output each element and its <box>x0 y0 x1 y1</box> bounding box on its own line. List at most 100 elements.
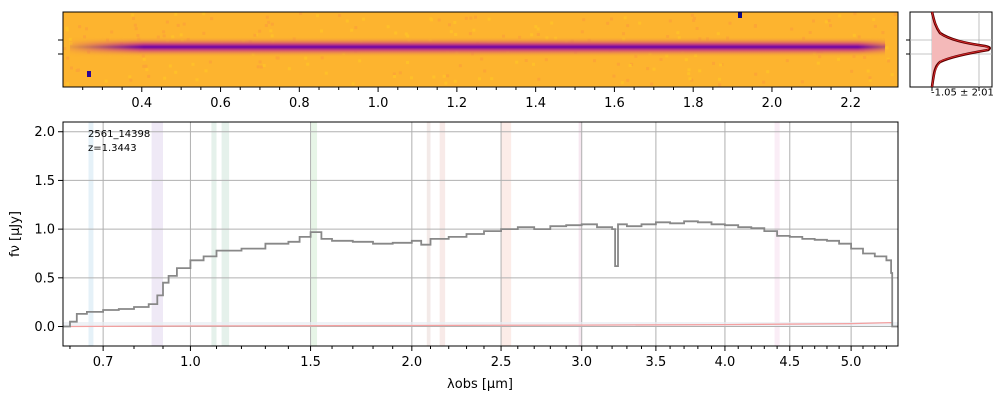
spectrum-2d-noise-pixel <box>453 21 457 24</box>
spectrum-2d-noise-pixel <box>893 13 897 16</box>
spectrum-2d-noise-pixel <box>267 20 271 24</box>
spectrum-2d-noise-pixel <box>502 34 505 38</box>
spectrum-2d-noise-pixel <box>687 72 691 76</box>
spectrum-2d-noise-pixel <box>345 19 349 23</box>
spectrum-2d-noise-pixel <box>827 19 831 22</box>
spectrum-2d-noise-pixel <box>446 74 450 78</box>
spectrum-2d-noise-pixel <box>134 27 138 31</box>
y-tick-label: 0.5 <box>34 271 55 286</box>
spectrum-2d-noise-pixel <box>208 60 212 64</box>
spectrum-2d-noise-pixel <box>688 77 692 81</box>
spectrum-2d-panel: 0.4 0.6 0.8 1.0 1.2 1.4 1.6 1.8 2.0 2.2 <box>58 11 899 111</box>
spectrum-2d-noise-pixel <box>191 62 195 66</box>
spectrum-2d-noise-pixel <box>622 32 625 36</box>
spectrum-2d-noise-pixel <box>66 56 70 60</box>
spectrum-2d-noise-pixel <box>202 31 206 35</box>
spectrum-2d-noise-pixel <box>550 21 554 25</box>
spectrum-2d-noise-pixel <box>534 25 538 29</box>
spectrum-2d-noise-pixel <box>866 69 870 73</box>
spectrum-2d-noise-pixel <box>454 33 458 36</box>
spectrum-2d-noise-pixel <box>174 12 178 16</box>
spectrum-2d-noise-pixel <box>442 74 446 78</box>
spectrum-2d-noise-pixel <box>145 68 149 72</box>
spectrum-2d-x-tick-label: 0.6 <box>210 96 231 111</box>
spectrum-2d-noise-pixel <box>886 57 890 61</box>
spectrum-2d-noise-pixel <box>354 26 358 30</box>
spectrum-2d-noise-pixel <box>469 16 473 20</box>
spectrum-2d-noise-pixel <box>66 82 70 86</box>
x-tick-label: 3.5 <box>646 355 667 370</box>
emission-line-band <box>426 122 431 346</box>
emission-line-band <box>88 122 94 346</box>
spectrum-2d-noise-pixel <box>464 16 468 20</box>
spectrum-2d-noise-pixel <box>276 56 280 60</box>
spectrum-2d-noise-pixel <box>532 62 535 66</box>
spectrum-2d-noise-pixel <box>753 24 757 28</box>
spectrum-2d-noise-pixel <box>873 24 877 28</box>
spectrum-2d-noise-pixel <box>406 34 410 38</box>
profile-model <box>931 11 990 88</box>
spectrum-2d-noise-pixel <box>537 77 541 81</box>
spectrum-2d-noise-pixel <box>872 18 876 21</box>
spectrum-2d-noise-pixel <box>168 64 172 68</box>
y-tick-label: 2.0 <box>34 125 55 140</box>
spectrum-2d-noise-pixel <box>393 75 396 78</box>
x-tick-label: 1.0 <box>180 355 201 370</box>
spectrum-2d-noise-pixel <box>432 75 436 79</box>
y-axis-ticks: 0.0 0.5 1.0 1.5 2.0 <box>34 125 63 335</box>
spectrum-2d-noise-pixel <box>606 21 610 25</box>
spectrum-2d-noise-pixel <box>133 23 137 27</box>
spectrum-2d-noise-pixel <box>885 46 889 50</box>
spectrum-2d-noise-pixel <box>350 28 354 32</box>
spectrum-2d-noise-pixel <box>474 15 477 19</box>
spectrum-2d-noise-pixel <box>857 35 861 39</box>
spectrum-2d-noise-pixel <box>719 63 723 67</box>
spectrum-2d-noise-pixel <box>179 33 183 37</box>
spectrum-2d-noise-pixel <box>386 25 390 29</box>
spectrum-2d-noise-pixel <box>692 18 696 22</box>
spectrum-2d-noise-pixel <box>259 65 263 69</box>
spectrum-2d-noise-pixel <box>65 26 69 30</box>
spectrum-2d-noise-pixel <box>638 21 642 25</box>
spectrum-2d-noise-pixel <box>620 81 624 85</box>
spectrum-2d-noise-pixel <box>176 23 180 27</box>
spectrum-2d-noise-pixel <box>852 33 856 37</box>
spectrum-2d-noise-pixel <box>812 19 815 23</box>
x-tick-label: 5.0 <box>841 355 862 370</box>
spectrum-2d-noise-pixel <box>458 64 462 68</box>
emission-line-band <box>439 122 446 346</box>
spectrum-2d-noise-pixel <box>256 65 260 69</box>
spectrum-2d-noise-pixel <box>65 28 69 32</box>
spectrum-2d-x-tick-label: 0.8 <box>289 96 310 111</box>
spectrum-2d-noise-pixel <box>269 29 273 33</box>
spectrum-2d-noise-pixel <box>449 30 453 34</box>
spectrum-2d-noise-pixel <box>536 33 540 36</box>
spectrum-2d-bad-pixel <box>87 71 91 77</box>
spectrum-2d-noise-pixel <box>623 16 627 20</box>
spectrum-2d-noise-pixel <box>863 55 867 59</box>
spectrum-2d-noise-pixel <box>270 34 274 38</box>
spectrum-2d-noise-pixel <box>83 35 86 39</box>
spectrum-2d-noise-pixel <box>646 67 650 71</box>
emission-line-band <box>501 122 512 346</box>
x-tick-label: 4.0 <box>715 355 736 370</box>
spectrum-2d-noise-pixel <box>468 32 472 36</box>
spectrum-2d-noise-pixel <box>483 69 487 73</box>
spectrum-2d-noise-pixel <box>659 58 663 61</box>
spectrum-2d-noise-pixel <box>544 58 548 62</box>
spectrum-2d-bad-pixel <box>738 12 742 18</box>
spectrum-2d-noise-pixel <box>881 31 885 35</box>
spectrum-2d-x-tick-label: 2.2 <box>840 96 861 111</box>
y-tick-label: 1.5 <box>34 174 55 189</box>
y-tick-label: 0.0 <box>34 320 55 335</box>
spectrum-2d-noise-pixel <box>316 14 319 18</box>
spectrum-2d-noise-pixel <box>132 16 135 20</box>
spectrum-2d-noise-pixel <box>174 70 178 74</box>
spectrum-2d-noise-pixel <box>394 31 398 35</box>
spectrum-2d-noise-pixel <box>610 17 613 21</box>
spectrum-2d-noise-pixel <box>698 69 702 73</box>
spectrum-2d-noise-pixel <box>666 35 670 38</box>
spectrum-2d-noise-pixel <box>829 24 832 28</box>
spectrum-2d-noise-pixel <box>687 68 691 72</box>
spectrum-2d-x-tick-label: 2.0 <box>762 96 783 111</box>
